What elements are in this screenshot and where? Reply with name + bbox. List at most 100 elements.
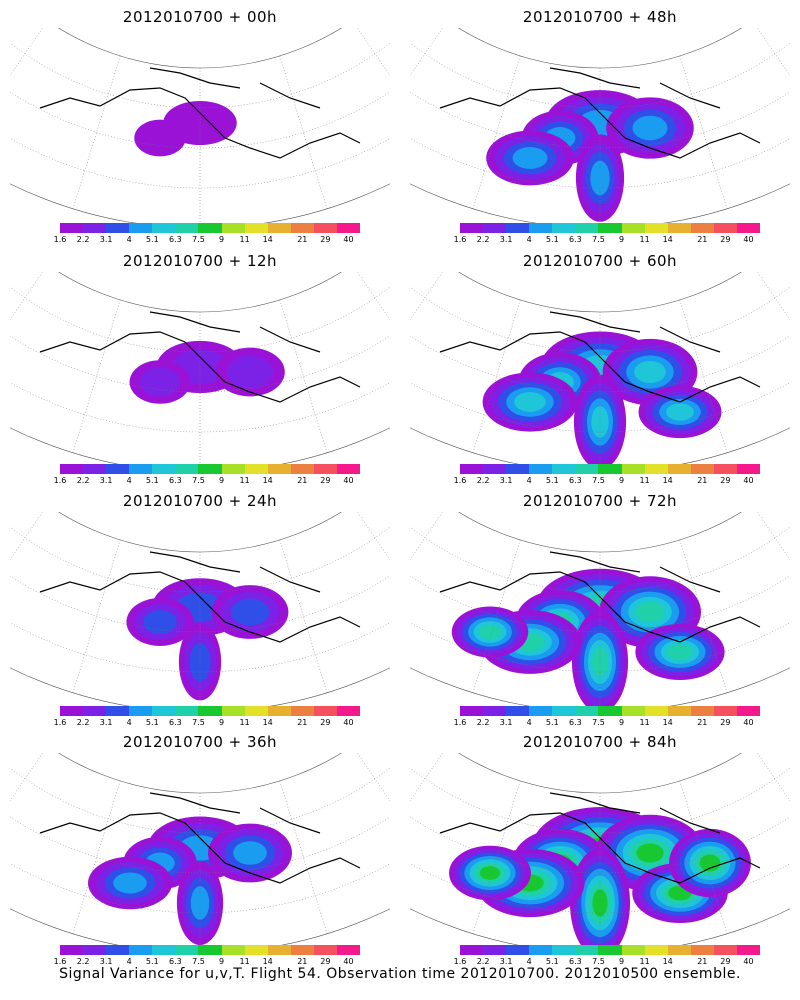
colorbar-labels: 1.6 2.2 3.1 4 5.1 6.3 7.5 9 11 14 21 29 40 [54, 476, 360, 488]
colorbar-swatch [175, 945, 199, 955]
colorbar-label: 6.3 [169, 957, 182, 966]
colorbar-label: 21 [297, 957, 308, 966]
colorbar-swatch [667, 945, 691, 955]
parallel [410, 286, 790, 353]
colorbar-labels: 1.6 2.2 3.1 4 5.1 6.3 7.5 9 11 14 21 29 40 [454, 476, 760, 488]
map-84h [410, 753, 790, 953]
colorbar-swatch [713, 945, 737, 955]
colorbar-swatch [713, 223, 737, 233]
colorbar-swatch [621, 945, 645, 955]
colorbar-label: 9 [218, 718, 225, 727]
colorbar-label: 2.2 [476, 957, 490, 966]
panel-title-12h: 2012010700 + 12h [122, 252, 278, 270]
colorbar-swatch [575, 945, 599, 955]
colorbar-swatch [690, 464, 714, 474]
map-36h [10, 753, 390, 953]
coastline [439, 67, 761, 159]
colorbar-label: 5.1 [145, 957, 159, 966]
parallel [10, 767, 390, 834]
colorbar-label: 5.1 [545, 957, 559, 966]
colorbar-swatch [713, 464, 737, 474]
colorbar-swatch [667, 223, 691, 233]
parallel [410, 335, 790, 393]
colorbar-label: 21 [697, 235, 708, 244]
map-48h [410, 28, 790, 228]
colorbar-label: 7.5 [192, 476, 205, 485]
map-00h [10, 28, 390, 228]
colorbar-label: 11 [239, 718, 250, 727]
colorbar-swatch [129, 945, 153, 955]
coastline [39, 311, 361, 403]
colorbar-swatch [198, 223, 222, 233]
colorbar-label: 7.5 [192, 718, 205, 727]
map-60h [410, 272, 790, 472]
colorbar-swatch [529, 706, 553, 716]
colorbar-72h: 1.6 2.2 3.1 4 5.1 6.3 7.5 9 11 14 21 29 40 [454, 706, 761, 732]
colorbar-swatch [244, 706, 268, 716]
colorbar-swatch [552, 464, 576, 474]
colorbar-swatch [198, 945, 222, 955]
colorbar-36h: 1.6 2.2 3.1 4 5.1 6.3 7.5 9 11 14 21 29 40 [54, 945, 361, 971]
colorbar-swatch [483, 945, 507, 955]
colorbar-label: 21 [697, 718, 708, 727]
colorbar-label: 6.3 [569, 957, 582, 966]
parallel [10, 91, 390, 149]
colorbar-label: 7.5 [592, 957, 605, 966]
colorbar-swatch [175, 223, 199, 233]
coastline [439, 311, 761, 403]
variance-contour [190, 886, 210, 920]
colorbar-label: 40 [743, 718, 754, 727]
parallel [10, 575, 390, 633]
colorbar-swatch [575, 706, 599, 716]
colorbar-swatch [644, 464, 668, 474]
colorbar-swatch [267, 223, 291, 233]
variance-contour [635, 601, 665, 623]
colorbar-swatch [644, 945, 668, 955]
colorbar-swatch [598, 945, 622, 955]
colorbar-label: 2.2 [476, 718, 490, 727]
colorbar-label: 14 [262, 957, 273, 966]
colorbar-swatch [221, 945, 245, 955]
colorbar-swatch [575, 464, 599, 474]
colorbar-swatch [267, 464, 291, 474]
colorbar-label: 1.6 [53, 718, 67, 727]
colorbar-swatches [60, 706, 361, 716]
colorbar-label: 5.1 [545, 476, 559, 485]
colorbar-label: 3.1 [99, 718, 113, 727]
colorbar-swatch [267, 706, 291, 716]
colorbar-swatches [460, 223, 761, 233]
colorbar-label: 5.1 [545, 718, 559, 727]
colorbar-swatch [60, 464, 84, 474]
colorbar-swatch [736, 464, 761, 474]
variance-contour [634, 360, 666, 384]
panel-title-72h: 2012010700 + 72h [522, 492, 678, 510]
colorbar-swatches [60, 945, 361, 955]
variance-contour [632, 115, 668, 141]
colorbar-swatch [336, 464, 361, 474]
colorbar-label: 14 [662, 235, 673, 244]
colorbar-swatch [106, 464, 130, 474]
colorbar-swatch [336, 223, 361, 233]
colorbar-swatches [460, 464, 761, 474]
variance-contour [233, 841, 267, 865]
colorbar-swatch [506, 945, 530, 955]
colorbar-swatch [313, 223, 337, 233]
colorbar-swatch [529, 464, 553, 474]
colorbar-label: 29 [720, 476, 731, 485]
colorbar-swatch [621, 223, 645, 233]
colorbar-label: 4 [126, 235, 132, 244]
colorbar-swatch [267, 945, 291, 955]
colorbar-swatch [713, 706, 737, 716]
colorbar-swatch [529, 945, 553, 955]
colorbar-swatch [60, 223, 84, 233]
colorbar-label: 21 [297, 718, 308, 727]
colorbar-label: 1.6 [53, 957, 67, 966]
colorbar-label: 9 [218, 476, 225, 485]
colorbar-swatch [60, 945, 84, 955]
colorbar-label: 14 [262, 718, 273, 727]
colorbar-swatch [483, 706, 507, 716]
colorbar-label: 14 [262, 235, 273, 244]
map-border [410, 512, 790, 712]
variance-contour [479, 866, 501, 880]
